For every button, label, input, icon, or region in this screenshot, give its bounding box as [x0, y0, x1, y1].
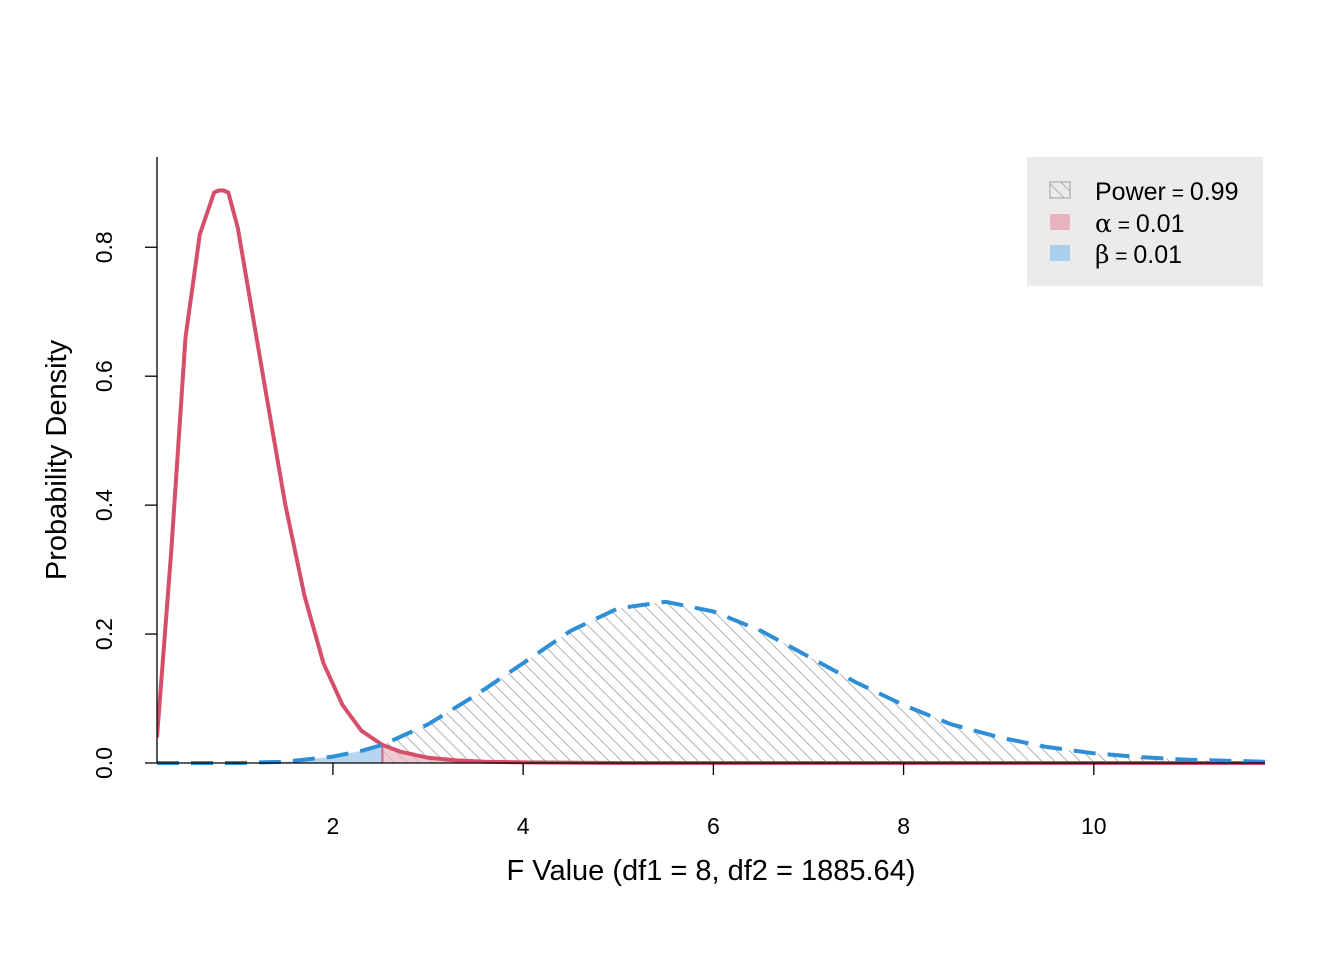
legend-entry-label: α = 0.01 [1095, 209, 1185, 238]
legend-entry-label: Power = 0.99 [1095, 178, 1238, 206]
x-tick-label: 4 [517, 813, 530, 839]
legend-swatch [1050, 245, 1070, 261]
legend-entry-label: β = 0.01 [1095, 240, 1182, 269]
legend: Power = 0.99 α = 0.01β = 0.01 [1027, 157, 1263, 286]
x-axis-label: F Value (df1 = 8, df2 = 1885.64) [507, 855, 916, 887]
legend-swatch [1049, 181, 1071, 199]
x-tick-label: 8 [897, 813, 910, 839]
power-region [382, 602, 1265, 763]
y-tick-label: 0.6 [91, 360, 117, 392]
legend-swatch [1050, 214, 1070, 230]
y-tick-label: 0.2 [91, 618, 117, 650]
x-tick-label: 10 [1081, 813, 1107, 839]
y-tick-label: 0.8 [91, 231, 117, 263]
alternative-distribution-line [157, 599, 1265, 765]
y-tick-label: 0.4 [91, 489, 117, 521]
x-tick-label: 6 [707, 813, 720, 839]
y-axis-label: Probability Density [41, 339, 73, 580]
y-tick-label: 0.0 [91, 747, 117, 779]
x-tick-label: 2 [327, 813, 340, 839]
beta-region [157, 744, 383, 763]
